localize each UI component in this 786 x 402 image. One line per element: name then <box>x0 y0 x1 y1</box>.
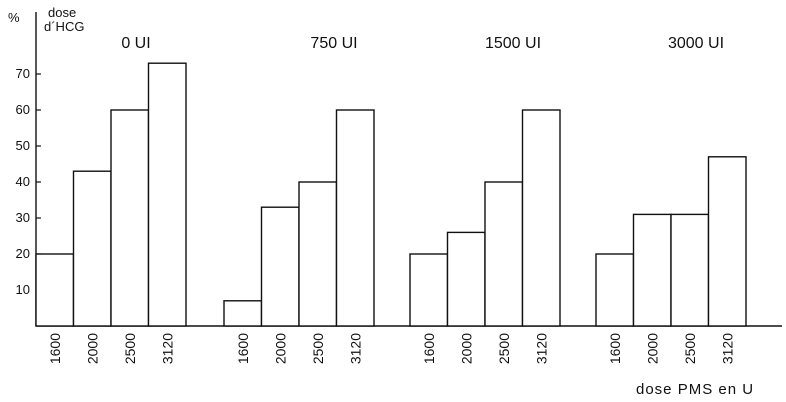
x-tick-label-2000: 2000 <box>458 333 474 364</box>
x-tick-labels: 1600 2000 2500 3120 1600 2000 2500 3120 1600 2000… <box>47 333 736 364</box>
y-tick-label-10: 10 <box>16 282 30 297</box>
x-tick-label-2500: 2500 <box>682 333 698 364</box>
bar-750ui-2000 <box>260 206 300 327</box>
x-tick-label-2000: 2000 <box>644 333 660 364</box>
bars <box>35 62 747 327</box>
y-tick-label-30: 30 <box>16 210 30 225</box>
group-label-0ui: 0 UI <box>121 35 150 52</box>
bar-0ui-1600 <box>35 253 75 327</box>
x-tick-label-3120: 3120 <box>719 333 735 364</box>
group-label-3000ui: 3000 UI <box>668 35 724 52</box>
x-tick-label-1600: 1600 <box>235 333 251 364</box>
bar-3000ui-2500 <box>670 213 710 327</box>
hcg-dose-title-line-2: d´HCG <box>44 19 84 34</box>
bar-750ui-3120 <box>335 109 375 327</box>
x-tick-label-2000: 2000 <box>84 333 100 364</box>
bar-1500ui-3120 <box>521 109 561 327</box>
hcg-dose-title-line-1: dose <box>48 5 76 20</box>
group-label-1500ui: 1500 UI <box>485 35 541 52</box>
bar-3000ui-3120 <box>707 156 747 327</box>
x-tick-label-2000: 2000 <box>272 333 288 364</box>
bar-750ui-2500 <box>298 181 338 327</box>
x-tick-label-1600: 1600 <box>421 333 437 364</box>
group-labels: 0 UI 750 UI 1500 UI 3000 UI <box>121 35 724 52</box>
y-tick-label-60: 60 <box>16 102 30 117</box>
bar-1500ui-2500 <box>484 181 524 327</box>
bar-3000ui-1600 <box>595 253 635 327</box>
bar-0ui-2000 <box>72 170 112 327</box>
bar-0ui-2500 <box>110 109 150 327</box>
y-tick-label-40: 40 <box>16 174 30 189</box>
x-tick-label-3120: 3120 <box>533 333 549 364</box>
y-axis-unit-label: % <box>8 10 20 25</box>
x-axis-title: dose PMS en U <box>636 381 754 398</box>
x-tick-label-2500: 2500 <box>496 333 512 364</box>
x-tick-label-1600: 1600 <box>607 333 623 364</box>
x-tick-label-2500: 2500 <box>310 333 326 364</box>
bar-750ui-1600 <box>223 300 263 327</box>
bar-1500ui-1600 <box>409 253 449 327</box>
bar-1500ui-2000 <box>446 231 486 327</box>
y-tick-label-20: 20 <box>16 246 30 261</box>
x-tick-label-3120: 3120 <box>159 333 175 364</box>
group-label-750ui: 750 UI <box>310 35 357 52</box>
x-tick-label-2500: 2500 <box>122 333 138 364</box>
bar-0ui-3120 <box>147 62 187 327</box>
y-tick-label-50: 50 <box>16 138 30 153</box>
x-tick-label-3120: 3120 <box>347 333 363 364</box>
bar-3000ui-2000 <box>632 213 672 327</box>
x-tick-label-1600: 1600 <box>47 333 63 364</box>
y-tick-label-70: 70 <box>16 66 30 81</box>
